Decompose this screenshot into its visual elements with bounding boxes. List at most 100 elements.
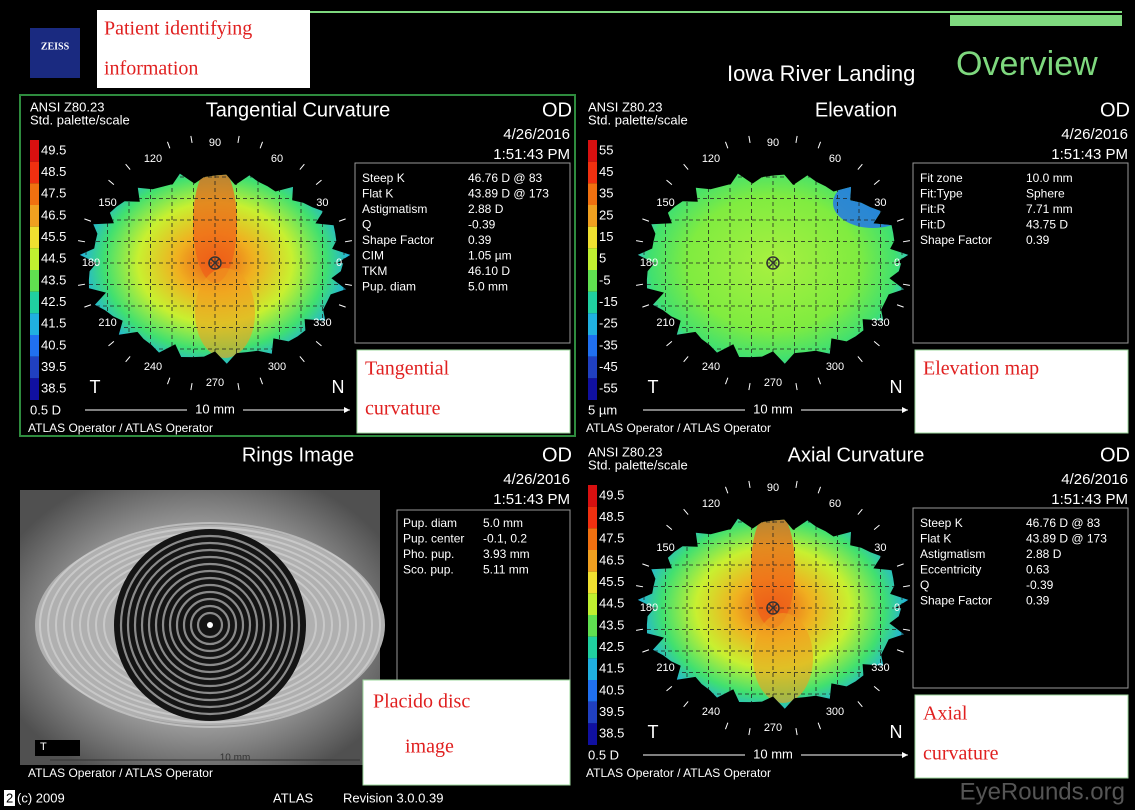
placido-ring xyxy=(168,583,252,667)
angle-tick xyxy=(896,649,904,653)
operator: ATLAS Operator / ATLAS Operator xyxy=(586,421,771,435)
scale-label: 35 xyxy=(599,186,613,201)
scale-label: 42.5 xyxy=(599,639,624,654)
info-label: Astigmatism xyxy=(362,202,427,216)
scale-swatch xyxy=(30,291,39,314)
scale-label: 41.5 xyxy=(599,661,624,676)
map-center xyxy=(210,258,220,268)
header-bar xyxy=(950,15,1122,26)
annotation-box xyxy=(97,10,310,88)
scale-label: 45 xyxy=(599,164,613,179)
scale-label: -35 xyxy=(599,337,618,352)
info-label: Shape Factor xyxy=(920,233,992,247)
angle-tick xyxy=(344,283,352,286)
scale-label: 47.5 xyxy=(41,186,66,201)
angle-label: 210 xyxy=(98,317,116,329)
scale-label: 41.5 xyxy=(41,316,66,331)
info-label: Q xyxy=(920,578,929,592)
scale-label: 39.5 xyxy=(599,704,624,719)
placido-ring xyxy=(140,555,280,695)
nasal-label: N xyxy=(332,377,345,397)
angle-tick xyxy=(299,356,305,363)
angle-tick xyxy=(666,341,673,347)
placido-ring xyxy=(126,541,294,709)
info-box xyxy=(912,507,1129,689)
annotation-box xyxy=(914,349,1129,434)
info-label: CIM xyxy=(362,249,384,263)
info-label: Fit zone xyxy=(920,171,963,185)
time: 1:51:43 PM xyxy=(493,491,570,508)
angle-label: 30 xyxy=(316,197,328,209)
placido-ring xyxy=(147,562,273,688)
annotation-box xyxy=(362,679,571,786)
watermark: EyeRounds.org xyxy=(960,778,1125,805)
angle-label: 180 xyxy=(640,602,658,614)
distance-bg xyxy=(745,402,801,418)
info-value: 0.63 xyxy=(1026,563,1050,577)
scale-label: 47.5 xyxy=(599,531,624,546)
angle-label: 60 xyxy=(829,498,841,510)
map-center xyxy=(208,256,222,270)
eye: OD xyxy=(542,444,572,466)
distance-bg xyxy=(745,747,801,763)
annotation-text: information xyxy=(104,58,198,80)
info-label: Astigmatism xyxy=(920,547,985,561)
map-center xyxy=(766,256,780,270)
angle-tick xyxy=(902,283,910,286)
scale-label: 46.5 xyxy=(599,552,624,567)
angle-tick xyxy=(259,377,264,385)
annotation-box xyxy=(914,694,1129,779)
info-label: Pup. center xyxy=(403,532,464,546)
scale-swatch xyxy=(588,291,597,314)
product: ATLAS xyxy=(273,790,314,805)
scale-label: -15 xyxy=(599,294,618,309)
palette: Std. palette/scale xyxy=(30,112,130,127)
info-value: 7.71 mm xyxy=(1026,202,1073,216)
scale-label: 49.5 xyxy=(41,142,66,157)
temporal-label: T xyxy=(648,377,659,397)
angle-label: 30 xyxy=(874,197,886,209)
distance-bg xyxy=(187,402,243,418)
angle-tick xyxy=(338,304,346,308)
angle-tick xyxy=(795,480,798,488)
scale-swatch xyxy=(588,335,597,357)
revision: Revision 3.0.0.39 xyxy=(343,790,443,805)
angle-tick xyxy=(237,135,240,143)
distance-arrow xyxy=(902,752,908,758)
angle-label: 120 xyxy=(702,498,720,510)
scale-label: -45 xyxy=(599,359,618,374)
temporal-label: T xyxy=(90,377,101,397)
page-title: Overview xyxy=(956,45,1098,83)
angle-tick xyxy=(724,722,729,730)
standard: ANSI Z80.23 xyxy=(588,444,662,459)
placido-ring xyxy=(133,548,287,702)
placido-ring xyxy=(182,597,238,653)
angle-tick xyxy=(642,304,650,308)
scale-swatch xyxy=(588,378,597,400)
angle-label: 270 xyxy=(764,377,782,389)
angle-label: 180 xyxy=(82,257,100,269)
eye: OD xyxy=(1100,99,1130,121)
scale-label: -25 xyxy=(599,316,618,331)
distance-label: 10 mm xyxy=(753,746,793,761)
distance-label: 10 mm xyxy=(220,753,251,764)
scale-label: 38.5 xyxy=(41,381,66,396)
annotation-text: Axial xyxy=(923,703,968,725)
operator: ATLAS Operator / ATLAS Operator xyxy=(586,766,771,780)
info-value: 5.11 mm xyxy=(483,563,529,577)
scale-label: 48.5 xyxy=(41,164,66,179)
angle-label: 120 xyxy=(702,153,720,165)
eye: OD xyxy=(1100,444,1130,466)
angle-tick xyxy=(748,135,751,143)
distance-label: 10 mm xyxy=(195,401,235,416)
scale-swatch xyxy=(588,723,597,745)
angle-tick xyxy=(896,218,904,222)
scale-swatch xyxy=(588,183,597,205)
placido-ring xyxy=(175,590,245,660)
info-value: 3.93 mm xyxy=(483,547,530,561)
scale-swatch xyxy=(30,248,39,270)
angle-tick xyxy=(166,377,171,385)
placido-ring xyxy=(119,534,301,716)
